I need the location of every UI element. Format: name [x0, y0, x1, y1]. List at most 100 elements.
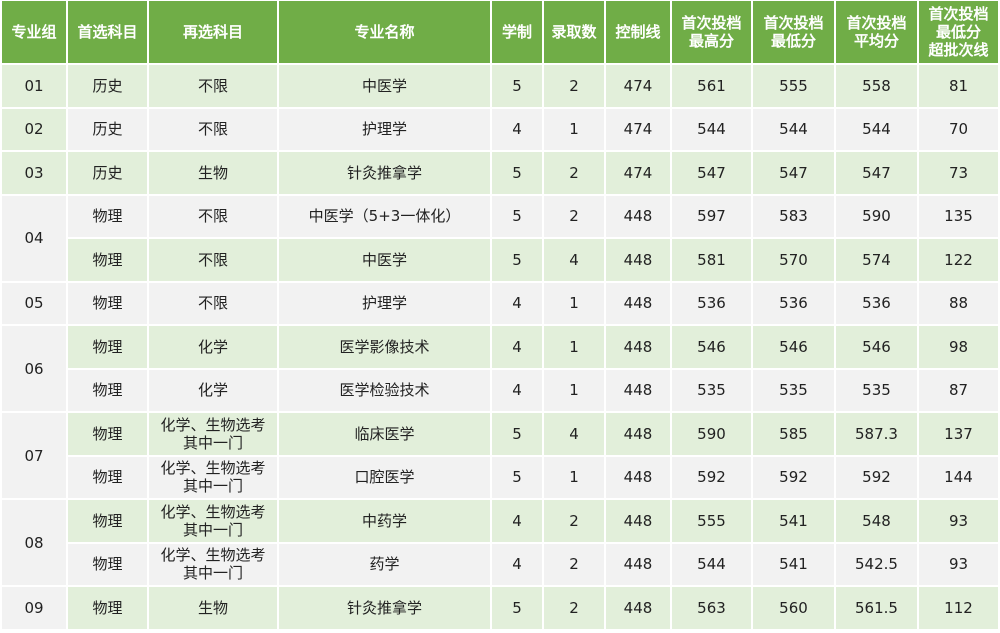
avg-score-cell: 587.3: [836, 413, 917, 455]
second-subject-cell: 不限: [149, 282, 277, 324]
avg-score-cell: 547: [836, 152, 917, 194]
control-line-cell: 474: [606, 152, 670, 194]
avg-score-cell: 544: [836, 108, 917, 150]
avg-score-cell: 558: [836, 65, 917, 107]
header-max-score: 首次投档 最高分: [672, 1, 751, 63]
major-cell: 临床医学: [279, 413, 490, 455]
header-avg-score: 首次投档 平均分: [836, 1, 917, 63]
table-row: 06 物理 化学 医学影像技术 4 1 448 546 546 546 98: [2, 326, 998, 411]
major-cell: 护理学: [279, 108, 490, 150]
max-score-cell: 581: [672, 239, 751, 281]
control-line-cell: 448: [606, 456, 670, 498]
min-score-cell: 541: [753, 543, 834, 585]
control-line-cell: 448: [606, 195, 670, 237]
major-cell: 药学: [279, 543, 490, 585]
years-cell: 5: [492, 239, 542, 281]
max-score-cell: 544: [672, 543, 751, 585]
control-line-cell: 474: [606, 108, 670, 150]
admitted-cell: 2: [544, 543, 604, 585]
admitted-cell: 1: [544, 108, 604, 150]
admitted-cell: 2: [544, 587, 604, 629]
first-subject-cell: 物理: [68, 500, 147, 542]
group-id-cell: 03: [2, 152, 66, 194]
control-line-cell: 448: [606, 239, 670, 281]
avg-score-cell: 535: [836, 369, 917, 411]
min-score-cell: 536: [753, 282, 834, 324]
second-subject-cell: 化学、生物选考 其中一门: [149, 543, 277, 585]
avg-score-cell: 574: [836, 239, 917, 281]
first-subject-cell: 物理: [68, 282, 147, 324]
over-line-cell: 70: [919, 108, 998, 150]
table-row: 04 物理 不限 中医学（5+3一体化） 5 2 448 597 583 590 135: [2, 195, 998, 281]
max-score-cell: 563: [672, 587, 751, 629]
table-row: 物理 化学 医学检验技术 4 1 448 535 535 535 87: [2, 369, 998, 411]
first-subject-cell: 历史: [68, 152, 147, 194]
major-cell: 中医学: [279, 65, 490, 107]
second-subject-cell: 化学: [149, 369, 277, 411]
second-subject-cell: 化学、生物选考 其中一门: [149, 413, 277, 455]
first-subject-cell: 物理: [68, 326, 147, 368]
second-subject-cell: 化学、生物选考 其中一门: [149, 456, 277, 498]
second-subject-cell: 不限: [149, 65, 277, 107]
major-cell: 针灸推拿学: [279, 152, 490, 194]
second-subject-cell: 生物: [149, 152, 277, 194]
min-score-cell: 544: [753, 108, 834, 150]
years-cell: 4: [492, 326, 542, 368]
header-admitted: 录取数: [544, 1, 604, 63]
major-cell: 护理学: [279, 282, 490, 324]
first-subject-cell: 物理: [68, 587, 147, 629]
over-line-cell: 144: [919, 456, 998, 498]
min-score-cell: 535: [753, 369, 834, 411]
over-line-cell: 137: [919, 413, 998, 455]
min-score-cell: 541: [753, 500, 834, 542]
table-row: 03 历史 生物 针灸推拿学 5 2 474 547 547 547 73: [2, 152, 998, 194]
over-line-cell: 93: [919, 543, 998, 585]
max-score-cell: 590: [672, 413, 751, 455]
table-row: 07 物理 化学、生物选考 其中一门 临床医学 5 4 448 590 585 587.3 137: [2, 413, 998, 498]
table-row: 物理 不限 中医学 5 4 448 581 570 574 122: [2, 239, 998, 281]
group-id-cell: 05: [2, 282, 66, 324]
avg-score-cell: 536: [836, 282, 917, 324]
over-line-cell: 93: [919, 500, 998, 542]
max-score-cell: 536: [672, 282, 751, 324]
admitted-cell: 1: [544, 326, 604, 368]
years-cell: 4: [492, 543, 542, 585]
over-line-cell: 81: [919, 65, 998, 107]
control-line-cell: 448: [606, 413, 670, 455]
first-subject-cell: 物理: [68, 369, 147, 411]
header-years: 学制: [492, 1, 542, 63]
first-subject-cell: 物理: [68, 543, 147, 585]
admitted-cell: 1: [544, 369, 604, 411]
table-row: 05 物理 不限 护理学 4 1 448 536 536 536 88: [2, 282, 998, 324]
max-score-cell: 592: [672, 456, 751, 498]
second-subject-cell: 生物: [149, 587, 277, 629]
header-major: 专业名称: [279, 1, 490, 63]
control-line-cell: 448: [606, 500, 670, 542]
major-cell: 中医学（5+3一体化）: [279, 195, 490, 237]
second-subject-cell: 不限: [149, 108, 277, 150]
control-line-cell: 448: [606, 369, 670, 411]
min-score-cell: 592: [753, 456, 834, 498]
years-cell: 5: [492, 195, 542, 237]
second-subject-cell: 不限: [149, 195, 277, 237]
min-score-cell: 560: [753, 587, 834, 629]
max-score-cell: 555: [672, 500, 751, 542]
years-cell: 4: [492, 282, 542, 324]
major-cell: 口腔医学: [279, 456, 490, 498]
header-first-subject: 首选科目: [68, 1, 147, 63]
years-cell: 5: [492, 413, 542, 455]
major-cell: 医学影像技术: [279, 326, 490, 368]
years-cell: 5: [492, 65, 542, 107]
header-second-subject: 再选科目: [149, 1, 277, 63]
admitted-cell: 2: [544, 152, 604, 194]
header-over-line: 首次投档 最低分 超批次线: [919, 1, 998, 63]
first-subject-cell: 历史: [68, 108, 147, 150]
admitted-cell: 1: [544, 282, 604, 324]
avg-score-cell: 561.5: [836, 587, 917, 629]
max-score-cell: 544: [672, 108, 751, 150]
major-cell: 中药学: [279, 500, 490, 542]
over-line-cell: 98: [919, 326, 998, 368]
control-line-cell: 448: [606, 326, 670, 368]
table-row: 物理 化学、生物选考 其中一门 药学 4 2 448 544 541 542.5 93: [2, 543, 998, 585]
